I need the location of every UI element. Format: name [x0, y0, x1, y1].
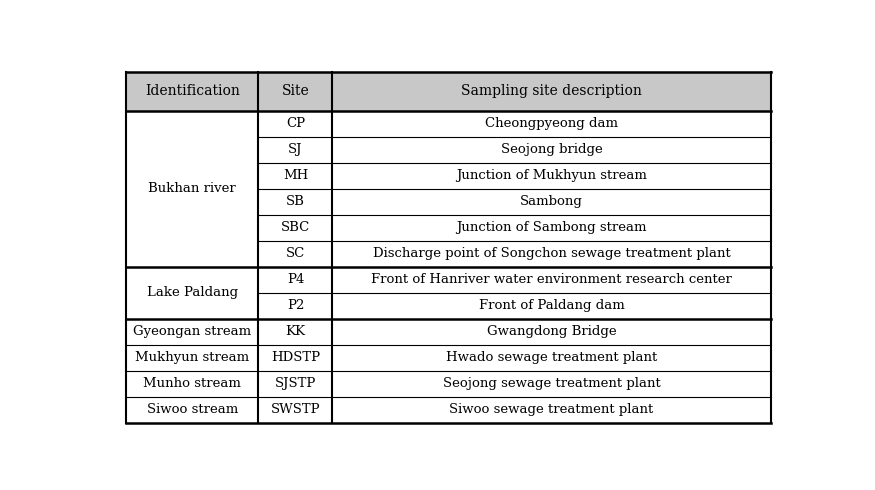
Text: KK: KK — [285, 325, 305, 339]
Text: Siwoo stream: Siwoo stream — [147, 403, 238, 416]
Text: SBC: SBC — [281, 221, 310, 234]
Text: Siwoo sewage treatment plant: Siwoo sewage treatment plant — [450, 403, 654, 416]
Text: SJ: SJ — [288, 144, 303, 156]
Bar — [126, 72, 771, 111]
Text: Discharge point of Songchon sewage treatment plant: Discharge point of Songchon sewage treat… — [373, 247, 731, 261]
Text: HDSTP: HDSTP — [271, 351, 320, 365]
Text: SWSTP: SWSTP — [270, 403, 320, 416]
Text: Gwangdong Bridge: Gwangdong Bridge — [487, 325, 616, 339]
Text: Cheongpyeong dam: Cheongpyeong dam — [485, 118, 618, 130]
Text: Gyeongan stream: Gyeongan stream — [133, 325, 251, 339]
Text: Hwado sewage treatment plant: Hwado sewage treatment plant — [446, 351, 657, 365]
Text: Munho stream: Munho stream — [144, 377, 242, 391]
Text: Sambong: Sambong — [520, 196, 583, 208]
Text: Seojong bridge: Seojong bridge — [500, 144, 602, 156]
Text: MH: MH — [283, 170, 308, 182]
Text: Mukhyun stream: Mukhyun stream — [136, 351, 249, 365]
Text: CP: CP — [286, 118, 305, 130]
Text: Identification: Identification — [145, 84, 240, 98]
Text: Front of Paldang dam: Front of Paldang dam — [479, 299, 625, 313]
Text: P2: P2 — [287, 299, 304, 313]
Text: Sampling site description: Sampling site description — [461, 84, 642, 98]
Text: Bukhan river: Bukhan river — [149, 182, 236, 196]
Text: Site: Site — [282, 84, 309, 98]
Text: Lake Paldang: Lake Paldang — [147, 287, 238, 299]
Text: SB: SB — [286, 196, 304, 208]
Text: Junction of Sambong stream: Junction of Sambong stream — [456, 221, 647, 234]
Text: SC: SC — [286, 247, 305, 261]
Text: P4: P4 — [287, 273, 304, 287]
Text: Junction of Mukhyun stream: Junction of Mukhyun stream — [456, 170, 647, 182]
Text: Front of Hanriver water environment research center: Front of Hanriver water environment rese… — [371, 273, 732, 287]
Text: Seojong sewage treatment plant: Seojong sewage treatment plant — [443, 377, 661, 391]
Text: SJSTP: SJSTP — [275, 377, 316, 391]
